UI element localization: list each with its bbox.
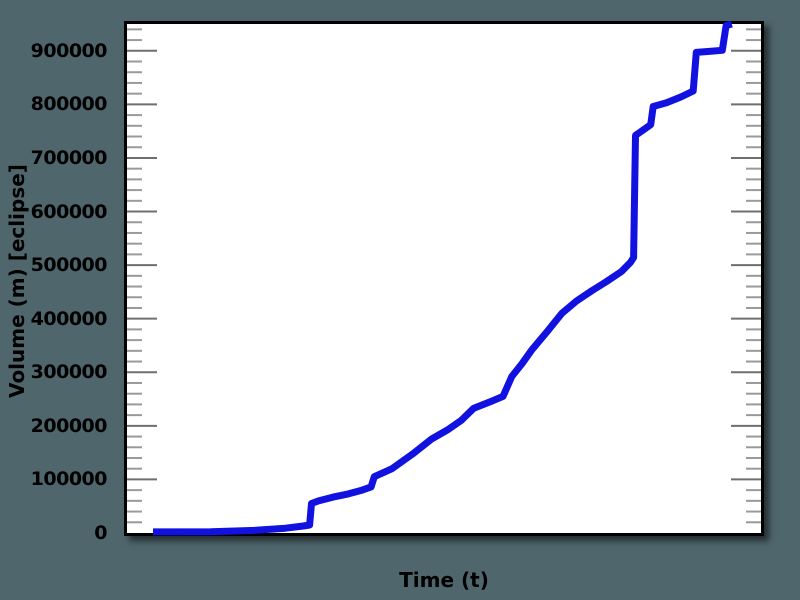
- y-tick-label: 300000: [30, 361, 108, 384]
- y-tick-label: 600000: [30, 200, 108, 223]
- y-tick-label: 500000: [30, 254, 108, 277]
- y-tick-label: 900000: [30, 39, 108, 62]
- y-axis-tick-labels: 0 100000 200000 300000 400000 500000 600000 700…: [0, 21, 113, 543]
- y-tick-label: 400000: [30, 307, 108, 330]
- y-tick-label: 200000: [30, 414, 108, 437]
- y-tick-label: 800000: [30, 93, 108, 116]
- data-line-cumulative-volume: [152, 20, 733, 536]
- y-tick-label: 0: [94, 522, 107, 544]
- y-tick-label: 700000: [30, 146, 108, 169]
- y-axis-title: Volume (m) [eclipse]: [5, 164, 29, 398]
- y-tick-label: 100000: [30, 468, 108, 491]
- volume-line-chart: [127, 20, 761, 536]
- x-axis-title: Time (t): [399, 568, 489, 592]
- plot-area: [124, 20, 764, 536]
